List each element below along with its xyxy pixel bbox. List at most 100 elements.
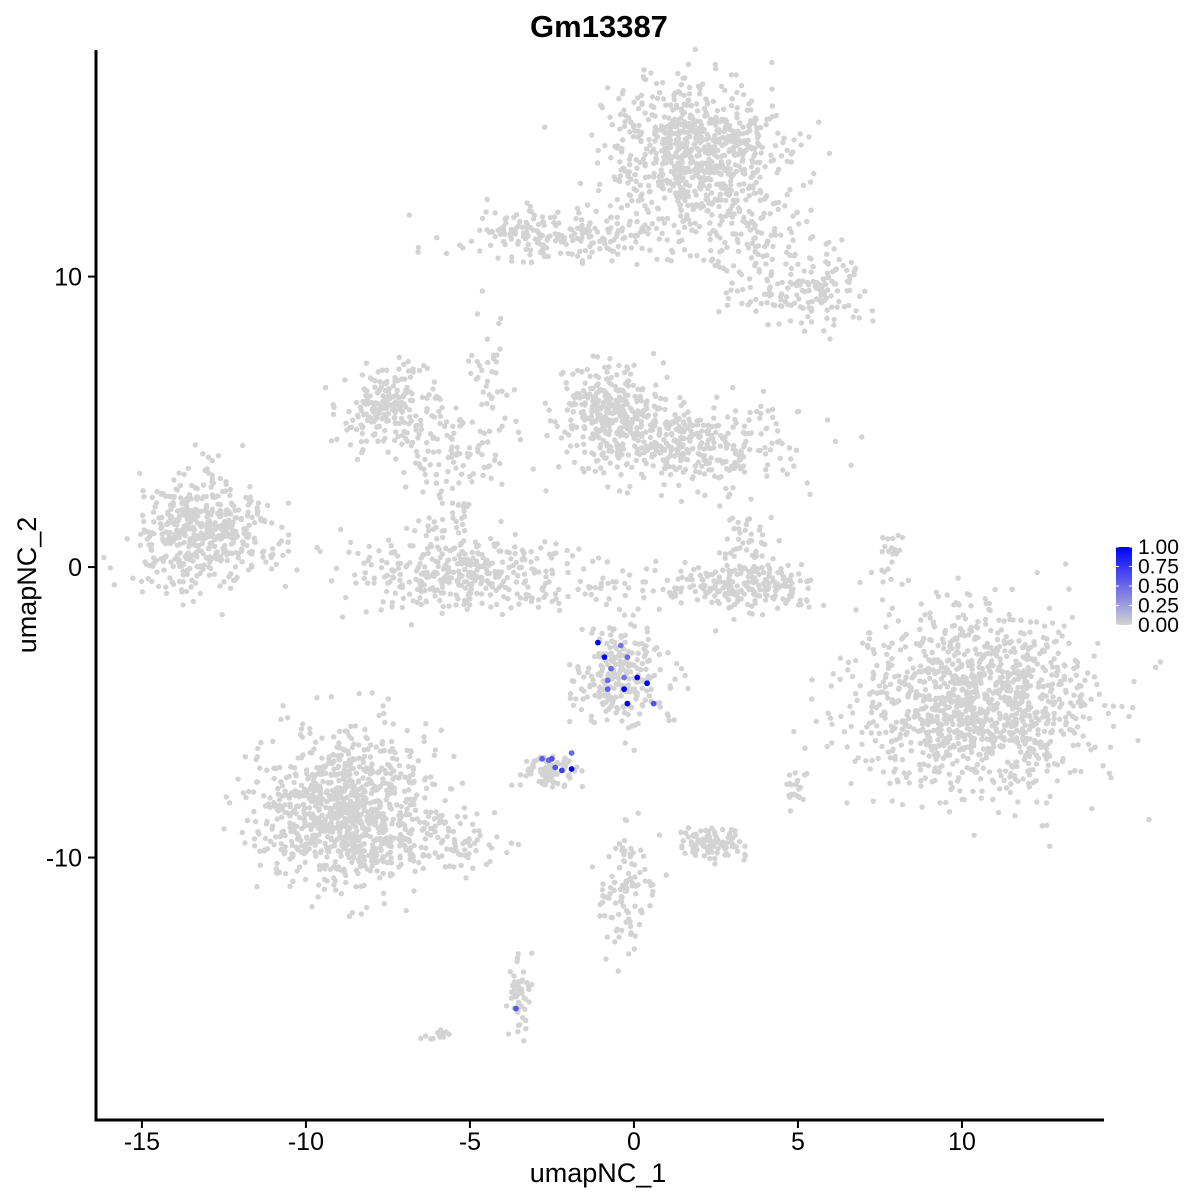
cell-point [701, 257, 707, 263]
cell-point [829, 721, 835, 727]
cell-point [502, 584, 509, 591]
cell-point [605, 392, 612, 398]
cell-point [699, 440, 705, 446]
cell-point [440, 603, 446, 610]
cell-point [998, 744, 1004, 750]
cell-point [600, 575, 606, 581]
cell-point [592, 585, 599, 591]
cell-point [963, 708, 969, 714]
cell-point [517, 782, 524, 788]
cell-point [616, 362, 622, 369]
cell-point [668, 448, 674, 454]
cell-point [461, 513, 468, 520]
cell-point [450, 423, 456, 429]
cell-point [775, 281, 781, 287]
cell-point [943, 799, 949, 806]
cell-point [964, 764, 970, 771]
cell-point [618, 634, 625, 640]
cell-point [1048, 729, 1054, 736]
cell-point [609, 401, 615, 408]
cell-point [604, 218, 610, 224]
cell-point [554, 759, 561, 766]
cell-point [544, 432, 550, 439]
cell-point [460, 462, 466, 469]
cell-point [527, 203, 533, 210]
cell-point [687, 221, 693, 227]
cell-point [787, 318, 794, 324]
cell-point [884, 651, 890, 658]
cell-point [719, 116, 725, 122]
cell-point [896, 673, 902, 679]
cell-point [786, 244, 792, 250]
cell-point [754, 408, 760, 415]
cell-point [582, 248, 589, 254]
cell-point [607, 444, 614, 450]
cell-point [617, 425, 623, 431]
cell-point [731, 601, 738, 608]
cell-point [243, 526, 249, 533]
cell-point [393, 429, 399, 435]
cell-point [604, 369, 610, 375]
cell-point [706, 142, 712, 148]
cell-point [887, 681, 894, 687]
cell-point [591, 451, 597, 458]
cell-point [614, 231, 620, 237]
cell-point [702, 113, 708, 119]
cell-point [607, 239, 614, 245]
cell-point [810, 263, 816, 270]
cell-point [968, 749, 975, 756]
cell-point [660, 136, 666, 143]
cell-point [501, 594, 507, 600]
cell-point [800, 305, 806, 311]
cell-point [700, 577, 706, 583]
cell-point [731, 462, 738, 468]
cell-point [605, 692, 611, 698]
cell-point [795, 408, 802, 415]
cell-point [931, 768, 938, 775]
cell-point [1080, 733, 1086, 739]
cell-point [741, 181, 747, 187]
cell-point [581, 674, 587, 680]
cell-point [171, 477, 177, 483]
cell-point [663, 461, 669, 467]
cell-point [704, 208, 710, 214]
cell-point [757, 174, 763, 180]
cell-point [686, 84, 693, 91]
cell-point [407, 374, 414, 380]
cell-point [867, 690, 873, 697]
cell-point [594, 407, 600, 414]
cell-point [373, 414, 380, 420]
cell-point [681, 224, 688, 230]
cell-point [673, 660, 680, 667]
cell-point [180, 579, 186, 585]
cell-point [926, 753, 932, 759]
cell-point [1005, 715, 1011, 721]
cell-point [741, 565, 748, 572]
cell-point [1075, 742, 1081, 748]
cell-point [492, 571, 499, 578]
cell-point [625, 378, 631, 385]
cell-point [497, 231, 504, 238]
cell-point [788, 593, 794, 600]
cell-point [211, 571, 217, 577]
cell-point [236, 507, 242, 513]
cell-point [758, 300, 764, 307]
cell-point [746, 539, 752, 545]
cell-point [513, 212, 520, 218]
cell-point [505, 596, 511, 602]
cell-point [531, 212, 538, 218]
cell-point [1110, 723, 1117, 729]
cell-point [709, 212, 715, 218]
cell-point [995, 809, 1002, 816]
cell-point [779, 440, 785, 447]
cell-point [997, 768, 1003, 774]
cell-point [635, 386, 641, 392]
cell-point [175, 508, 181, 514]
cell-point [541, 242, 547, 248]
cell-point [684, 212, 690, 218]
cell-point [980, 765, 986, 771]
cell-point [1021, 631, 1027, 637]
cell-point [557, 250, 564, 256]
cell-point [375, 424, 381, 430]
cell-point [162, 493, 169, 499]
